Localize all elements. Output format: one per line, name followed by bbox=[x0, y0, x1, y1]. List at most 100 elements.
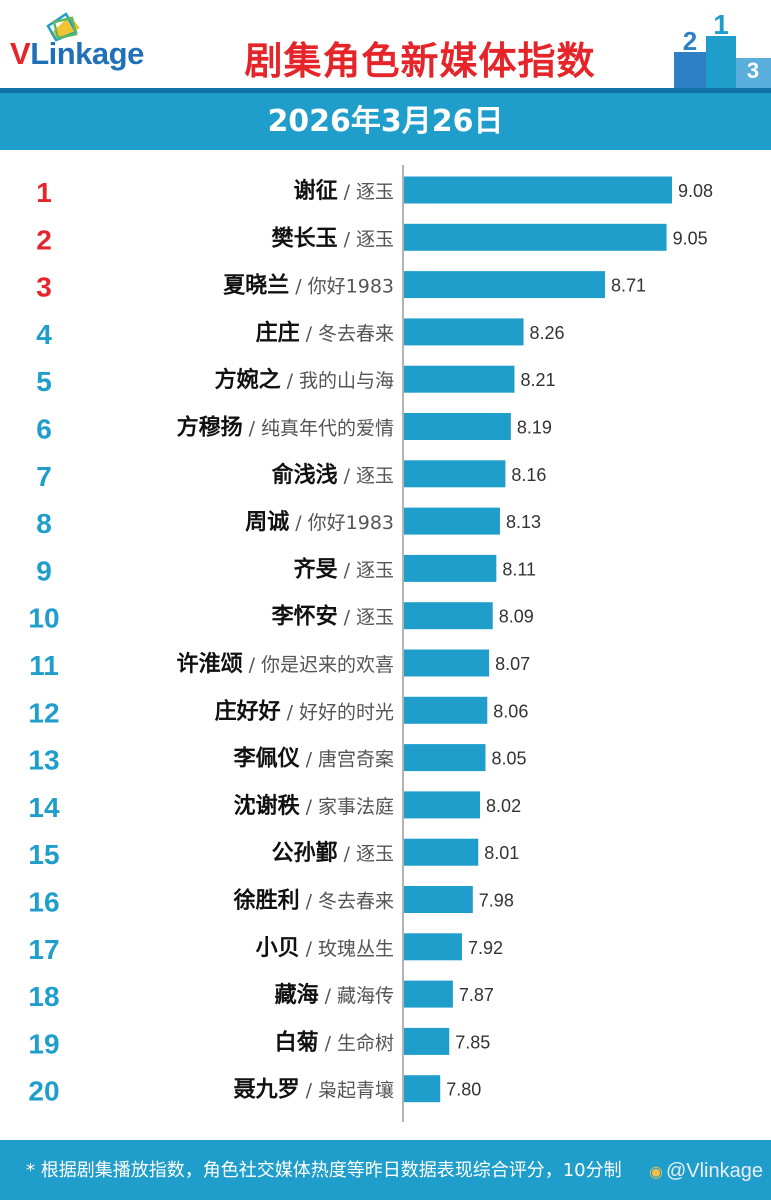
separator: / bbox=[344, 465, 351, 487]
bar bbox=[404, 649, 490, 677]
category-label: 庄好好 / 好好的时光 bbox=[215, 698, 394, 724]
rank-label: 8 bbox=[36, 508, 52, 539]
separator: / bbox=[295, 512, 302, 534]
chart-row-11: 11 许淮颂 / 你是迟来的欢喜 8.07 bbox=[29, 649, 530, 681]
rank-label: 18 bbox=[28, 981, 59, 1012]
rank-label: 15 bbox=[28, 839, 59, 870]
weibo-watermark: ◉ @Vlinkage bbox=[649, 1160, 763, 1182]
value-label: 7.80 bbox=[446, 1080, 481, 1100]
category-label: 李怀安 / 逐玉 bbox=[271, 604, 394, 630]
drama-name: 藏海传 bbox=[337, 985, 394, 1007]
value-label: 9.05 bbox=[673, 228, 708, 248]
character-name: 方婉之 bbox=[215, 367, 281, 393]
category-label: 夏晓兰 / 你好1983 bbox=[223, 273, 394, 299]
separator: / bbox=[344, 559, 351, 581]
chart-row-16: 16 徐胜利 / 冬去春来 7.98 bbox=[28, 886, 514, 918]
value-label: 8.19 bbox=[517, 418, 552, 438]
drama-name: 我的山与海 bbox=[299, 370, 394, 392]
character-name: 谢征 bbox=[294, 178, 338, 204]
character-name: 藏海 bbox=[275, 982, 319, 1008]
podium-icon: 2 1 3 bbox=[674, 9, 771, 88]
chart-row-7: 7 俞浅浅 / 逐玉 8.16 bbox=[36, 460, 546, 492]
value-label: 8.01 bbox=[484, 843, 519, 863]
character-name: 周诚 bbox=[245, 510, 289, 535]
chart-row-10: 10 李怀安 / 逐玉 8.09 bbox=[28, 602, 534, 634]
category-label: 许淮颂 / 你是迟来的欢喜 bbox=[177, 651, 394, 677]
value-label: 8.07 bbox=[495, 654, 530, 674]
rank-label: 4 bbox=[36, 319, 52, 350]
drama-name: 逐玉 bbox=[356, 607, 394, 629]
rank-label: 20 bbox=[28, 1076, 59, 1107]
drama-name: 逐玉 bbox=[356, 843, 394, 865]
page-title: 剧集角色新媒体指数 bbox=[244, 39, 596, 83]
category-label: 方婉之 / 我的山与海 bbox=[215, 367, 394, 393]
value-label: 8.05 bbox=[491, 749, 526, 769]
drama-name: 逐玉 bbox=[356, 465, 394, 487]
bar bbox=[404, 933, 462, 961]
bar bbox=[404, 460, 506, 488]
category-label: 樊长玉 / 逐玉 bbox=[272, 226, 394, 251]
chart-row-12: 12 庄好好 / 好好的时光 8.06 bbox=[28, 696, 528, 728]
category-label: 李佩仪 / 唐宫奇案 bbox=[233, 747, 394, 772]
category-label: 庄庄 / 冬去春来 bbox=[256, 320, 394, 346]
character-name: 方穆扬 bbox=[177, 415, 243, 441]
separator: / bbox=[306, 796, 313, 818]
separator: / bbox=[287, 370, 294, 392]
drama-name: 逐玉 bbox=[356, 181, 394, 203]
character-name: 樊长玉 bbox=[272, 226, 338, 251]
rank-label: 1 bbox=[36, 177, 52, 208]
drama-name: 冬去春来 bbox=[318, 891, 394, 913]
footer-note: * 根据剧集播放指数，角色社交媒体热度等昨日数据表现综合评分，10分制 bbox=[0, 1140, 771, 1200]
rank-label: 19 bbox=[28, 1028, 59, 1059]
chart-row-4: 4 庄庄 / 冬去春来 8.26 bbox=[36, 318, 565, 350]
separator: / bbox=[295, 276, 302, 298]
rank-label: 2 bbox=[36, 224, 52, 255]
header: VLinkage 剧集角色新媒体指数 2 1 3 bbox=[0, 0, 771, 88]
drama-name: 你是迟来的欢喜 bbox=[261, 654, 394, 676]
category-label: 徐胜利 / 冬去春来 bbox=[233, 888, 394, 914]
category-label: 藏海 / 藏海传 bbox=[275, 982, 394, 1008]
chart-row-18: 18 藏海 / 藏海传 7.87 bbox=[28, 980, 494, 1012]
category-label: 白菊 / 生命树 bbox=[275, 1029, 394, 1055]
bar bbox=[404, 176, 672, 204]
character-name: 夏晓兰 bbox=[223, 273, 289, 299]
value-label: 7.92 bbox=[468, 938, 503, 958]
chart-row-19: 19 白菊 / 生命树 7.85 bbox=[28, 1027, 490, 1059]
chart-row-13: 13 李佩仪 / 唐宫奇案 8.05 bbox=[28, 744, 527, 776]
category-label: 方穆扬 / 纯真年代的爱情 bbox=[177, 415, 394, 441]
bar bbox=[404, 223, 667, 251]
separator: / bbox=[344, 607, 351, 629]
chart-row-14: 14 沈谢秩 / 家事法庭 8.02 bbox=[28, 791, 521, 823]
bar bbox=[404, 1027, 450, 1055]
separator: / bbox=[325, 1032, 332, 1054]
character-name: 庄庄 bbox=[256, 320, 300, 346]
bar bbox=[404, 886, 473, 913]
ranking-bar-chart: 1 谢征 / 逐玉 9.082 樊长玉 / 逐玉 9.053 夏晓兰 / 你好1983 8.714 庄庄 /… bbox=[28, 165, 713, 1122]
chart-row-6: 6 方穆扬 / 纯真年代的爱情 8.19 bbox=[36, 413, 552, 445]
separator: / bbox=[325, 985, 332, 1007]
chart-row-3: 3 夏晓兰 / 你好1983 8.71 bbox=[36, 271, 646, 303]
drama-name: 你好1983 bbox=[308, 512, 394, 534]
podium-label-2: 2 bbox=[683, 26, 697, 56]
bar bbox=[404, 1075, 441, 1103]
bar bbox=[404, 980, 453, 1008]
bar bbox=[404, 413, 511, 440]
separator: / bbox=[306, 938, 313, 960]
character-name: 李佩仪 bbox=[233, 747, 301, 772]
value-label: 8.26 bbox=[530, 323, 565, 343]
character-name: 许淮颂 bbox=[177, 651, 243, 677]
value-label: 8.06 bbox=[493, 701, 528, 721]
chart-row-17: 17 小贝 / 玫瑰丛生 7.92 bbox=[28, 933, 503, 965]
drama-name: 冬去春来 bbox=[318, 323, 394, 345]
category-label: 周诚 / 你好1983 bbox=[245, 510, 394, 535]
chart-rows: 1 谢征 / 逐玉 9.082 樊长玉 / 逐玉 9.053 夏晓兰 / 你好1983 8.714 庄庄 /… bbox=[28, 176, 713, 1107]
rank-label: 11 bbox=[29, 650, 59, 681]
bar bbox=[404, 838, 479, 866]
character-name: 白菊 bbox=[275, 1029, 319, 1055]
drama-name: 家事法庭 bbox=[318, 796, 394, 818]
rank-label: 10 bbox=[28, 603, 59, 634]
bar bbox=[404, 318, 524, 346]
rank-label: 13 bbox=[28, 745, 59, 776]
rank-label: 7 bbox=[36, 461, 52, 492]
drama-name: 纯真年代的爱情 bbox=[261, 418, 394, 440]
